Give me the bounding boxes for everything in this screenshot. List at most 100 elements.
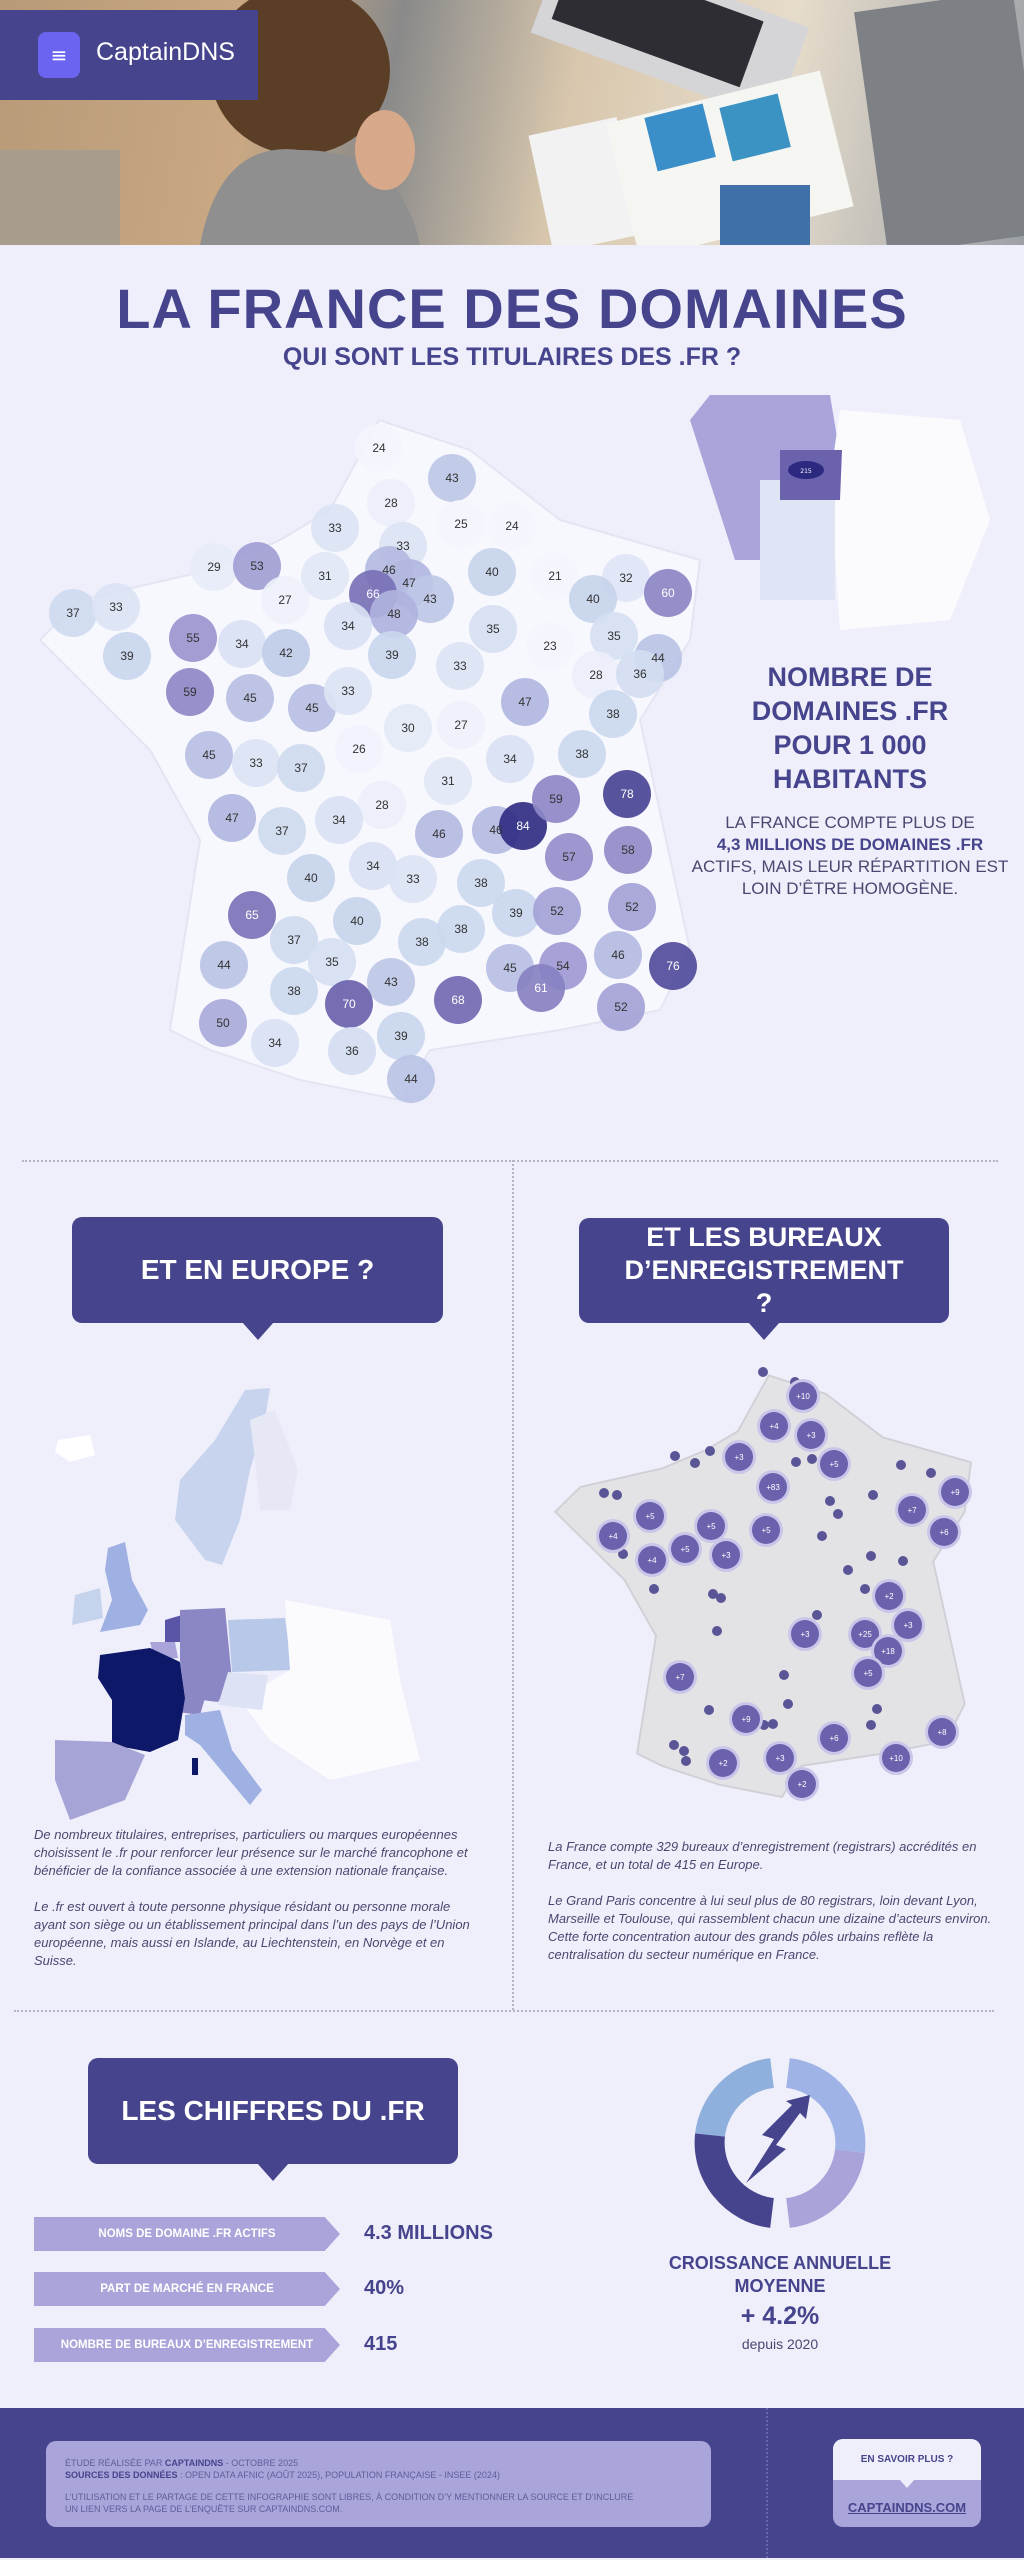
registrar-bubble <box>930 1518 958 1546</box>
growth-label: CROISSANCE ANNUELLE MOYENNE <box>668 2253 892 2296</box>
department-area <box>208 794 256 842</box>
department-area <box>501 678 549 726</box>
department-value: 26 <box>352 742 366 756</box>
department-value: 46 <box>382 563 396 577</box>
department-area <box>389 855 437 903</box>
france <box>98 1648 185 1752</box>
department-value: 28 <box>589 668 603 682</box>
hero-photo: ≡ CaptainDNS <box>0 0 1024 245</box>
department-value: 34 <box>235 637 249 651</box>
registrar-count: +2 <box>884 1592 894 1601</box>
registrar-dot <box>866 1720 876 1730</box>
growth-since: depuis 2020 <box>741 2336 819 2352</box>
department-area <box>532 775 580 823</box>
department-area <box>406 575 454 623</box>
registrar-dot <box>670 1451 680 1461</box>
registrar-count: +5 <box>645 1512 655 1521</box>
department-area <box>492 889 540 937</box>
department-value: 50 <box>216 1016 230 1030</box>
department-value: 32 <box>619 571 633 585</box>
cta-link[interactable]: CAPTAINDNS.COM <box>847 2500 967 2515</box>
department-area <box>308 938 356 986</box>
registrar-bubble <box>874 1637 902 1665</box>
registrar-dot <box>679 1746 689 1756</box>
department-value: 33 <box>406 872 420 886</box>
registrar-bubble <box>928 1718 956 1746</box>
department-value: 37 <box>294 761 308 775</box>
department-value: 40 <box>304 871 318 885</box>
registrar-dot <box>898 1556 908 1566</box>
department-value: 34 <box>268 1036 282 1050</box>
department-area <box>367 958 415 1006</box>
department-area <box>572 651 620 699</box>
department-area <box>325 980 373 1028</box>
registrars-paragraph: Le Grand Paris concentre à lui seul plus… <box>548 1893 992 1926</box>
department-area <box>335 725 383 773</box>
study-author: CAPTAINDNS <box>164 2458 224 2468</box>
department-value: 23 <box>543 639 557 653</box>
department-area <box>457 859 505 907</box>
registrar-count: +4 <box>647 1556 657 1565</box>
france-department-map: 24 43 28 33 25 24 33 29 53 31 46 47 66 43 40 21 32 60 40 37… <box>38 395 990 1103</box>
callout-tail <box>242 1322 274 1340</box>
department-value: 46 <box>432 827 446 841</box>
divider <box>14 2010 994 2012</box>
registrar-bubble <box>638 1546 666 1574</box>
callout-tail <box>748 1322 780 1340</box>
department-area <box>261 576 309 624</box>
department-value: 58 <box>621 843 635 857</box>
department-value: 48 <box>387 607 401 621</box>
registrar-dot <box>612 1490 622 1500</box>
divider-vertical <box>512 1160 514 2010</box>
corsica <box>192 1758 198 1775</box>
department-area <box>49 589 97 637</box>
department-area <box>437 905 485 953</box>
department-value: 44 <box>651 651 665 665</box>
department-value: 25 <box>454 517 468 531</box>
department-value: 42 <box>279 646 293 660</box>
uk <box>100 1542 148 1632</box>
study-suffix: - OCTOBRE 2025 <box>223 2458 299 2468</box>
page-title: LA FRANCE DES DOMAINES <box>116 277 908 340</box>
cta-card[interactable]: EN SAVOIR PLUS ? CAPTAINDNS.COM <box>833 2439 981 2527</box>
legend-text-bold: 4,3 MILLIONS DE DOMAINES .FR <box>716 835 984 854</box>
spain-portugal <box>55 1740 145 1820</box>
department-value: 33 <box>453 659 467 673</box>
registrar-bubble <box>732 1705 760 1733</box>
netherlands <box>165 1615 182 1642</box>
department-value: 53 <box>250 559 264 573</box>
department-value: 44 <box>404 1072 418 1086</box>
department-area <box>315 796 363 844</box>
registrar-count: +3 <box>734 1453 744 1462</box>
department-value: 34 <box>332 813 346 827</box>
registrar-dot <box>712 1626 722 1636</box>
department-value: 34 <box>366 859 380 873</box>
registrar-count: +7 <box>675 1673 685 1682</box>
department-area <box>569 575 617 623</box>
brand-logo[interactable]: ≡ CaptainDNS <box>0 10 258 100</box>
registrar-bubble <box>666 1663 694 1691</box>
callout-tail <box>257 2163 289 2181</box>
department-area <box>597 983 645 1031</box>
registrar-dot <box>896 1460 906 1470</box>
registrar-dot <box>866 1551 876 1561</box>
department-value: 33 <box>328 521 342 535</box>
registrar-count: +6 <box>939 1528 949 1537</box>
registrar-dot <box>649 1584 659 1594</box>
department-area <box>301 552 349 600</box>
department-area <box>185 731 233 779</box>
department-area <box>526 622 574 670</box>
page-subtitle: QUI SONT LES TITULAIRES DES .FR ? <box>282 343 742 371</box>
department-value: 45 <box>202 748 216 762</box>
registrar-count: +5 <box>680 1545 690 1554</box>
registrar-count: +3 <box>806 1431 816 1440</box>
department-area <box>434 976 482 1024</box>
austria-czech <box>218 1672 268 1710</box>
registrar-count: +25 <box>858 1630 872 1639</box>
department-value: 39 <box>394 1029 408 1043</box>
registrar-bubble <box>788 1770 816 1798</box>
registrar-bubble <box>854 1659 882 1687</box>
department-value: 38 <box>287 984 301 998</box>
registrar-dot <box>704 1705 714 1715</box>
registrar-bubble <box>697 1512 725 1540</box>
